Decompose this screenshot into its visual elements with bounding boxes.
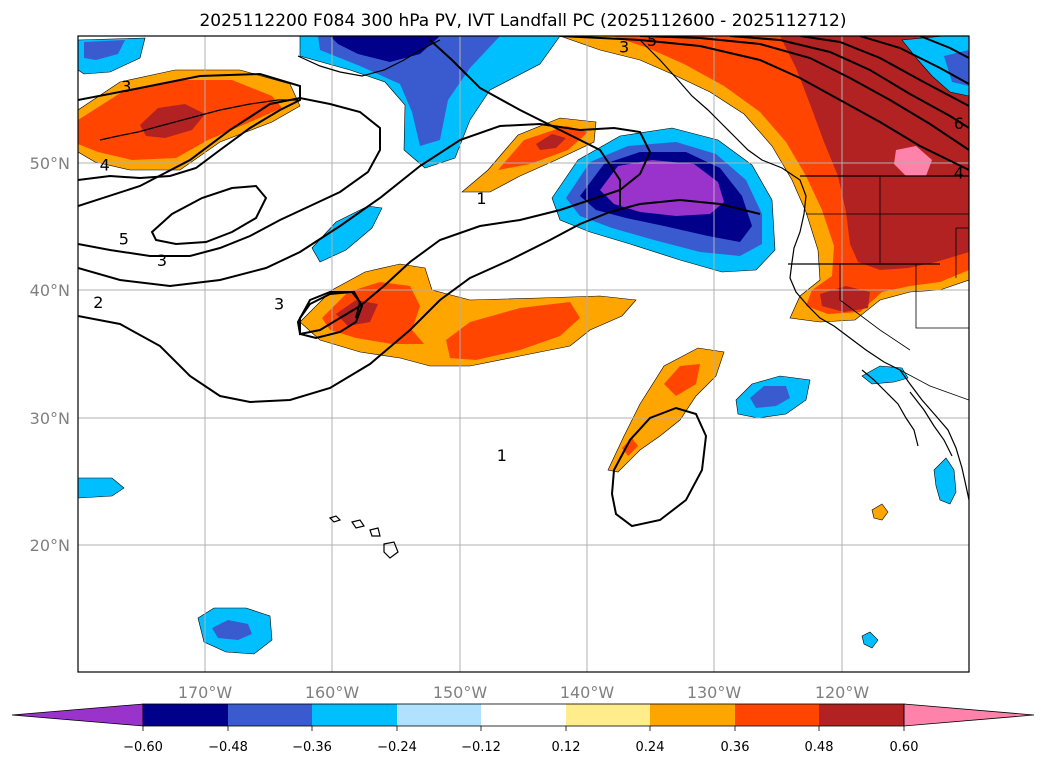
colorbar-tick-label: −0.12 <box>461 740 501 755</box>
lat-tick-label: 40°N <box>30 281 70 300</box>
contour-2 <box>78 198 761 404</box>
contour-3-north <box>78 72 301 181</box>
contour-top-right2 <box>639 36 969 151</box>
colorbar-bin <box>650 704 735 726</box>
shade-se-neg-mid <box>750 386 790 408</box>
contour-5 <box>150 184 268 246</box>
colorbar-bin <box>312 704 397 726</box>
lat-tick-label: 30°N <box>30 409 70 428</box>
shade-mexico-neg <box>933 457 957 505</box>
colorbar-tick-label: 0.36 <box>721 740 750 755</box>
colorbar-tick-label: 0.60 <box>890 740 919 755</box>
border-state4 <box>915 264 969 329</box>
colorbar-tick-label: 0.48 <box>805 740 834 755</box>
coast-pacific-nw <box>639 39 969 501</box>
contour-label: 3 <box>121 77 131 96</box>
contour-label: 6 <box>954 114 964 133</box>
shade-top-neg-dark <box>330 36 440 62</box>
colorbar-bin <box>143 704 228 726</box>
contour-label: 4 <box>954 163 964 182</box>
colorbar-tick-label: −0.60 <box>123 740 163 755</box>
hawaii-3 <box>369 527 381 537</box>
border-us-mex <box>899 369 969 401</box>
contour-top-right4 <box>799 36 969 107</box>
colorbar-bin <box>397 704 481 726</box>
contour-1-south <box>610 406 708 528</box>
coastlines <box>99 39 969 559</box>
contour-4 <box>78 96 381 257</box>
shade-ne-neg-mid <box>944 50 969 86</box>
filled-shading <box>78 36 969 655</box>
map-frame <box>77 35 970 673</box>
shade-east-pos-pink <box>894 146 932 176</box>
contour-label: 3 <box>157 251 167 270</box>
hawaii-2 <box>351 519 365 529</box>
colorbar-tick-label: 0.12 <box>552 740 581 755</box>
colorbar-extend-left <box>11 703 144 727</box>
shade-small-orange <box>871 503 889 521</box>
lat-tick-label: 50°N <box>30 154 70 173</box>
lon-tick-label: 160°W <box>305 683 360 702</box>
colorbar-bin <box>481 704 566 726</box>
contour-label: 1 <box>497 446 507 465</box>
colorbar-extend-right <box>903 703 1035 727</box>
shade-east-pos-dark2 <box>820 286 870 312</box>
shade-small-blue-s <box>861 631 879 649</box>
border-ca-nv <box>839 264 911 351</box>
shade-nw-pos-dark <box>140 104 205 138</box>
colorbar-tick-label: −0.24 <box>377 740 417 755</box>
lon-tick-label: 150°W <box>433 683 488 702</box>
coast-baja <box>861 369 919 447</box>
coast-alaska-south <box>297 39 441 77</box>
colorbar-bin <box>566 704 650 726</box>
contour-1-north <box>429 39 621 206</box>
colorbar-bin <box>228 704 312 726</box>
hawaii-4 <box>383 541 399 559</box>
contour-top-right6 <box>919 36 969 59</box>
graticule <box>78 36 969 672</box>
shade-band-mid <box>322 282 580 360</box>
contour-top-right3 <box>729 36 969 129</box>
contour-3-loop <box>296 291 364 340</box>
lon-tick-label: 120°W <box>815 683 870 702</box>
lat-tick-label: 20°N <box>30 536 70 555</box>
hawaii-1 <box>328 515 342 523</box>
contour-top-right1 <box>559 36 969 171</box>
contour-label: 4 <box>100 156 110 175</box>
colorbar-bin <box>735 704 819 726</box>
lon-tick-label: 130°W <box>687 683 742 702</box>
lat-tick-labels: 50°N 40°N 30°N 20°N <box>30 154 70 555</box>
contour-label: 2 <box>93 293 103 312</box>
contour-label: 5 <box>119 230 129 249</box>
shade-south-pos-mid2 <box>622 438 638 456</box>
shade-south-pos-mid <box>664 364 700 396</box>
colorbar: −0.60 −0.48 −0.36 −0.24 −0.12 0.12 0.24 … <box>11 703 1035 755</box>
pv-contours <box>78 36 969 528</box>
map-title: 2025112200 F084 300 hPa PV, IVT Landfall… <box>199 11 846 31</box>
contour-label: 3 <box>274 294 284 313</box>
contour-label: 5 <box>647 31 657 50</box>
colorbar-tick-label: −0.48 <box>208 740 248 755</box>
colorbar-bin <box>819 704 904 726</box>
contour-label: 1 <box>476 189 486 208</box>
lon-tick-label: 140°W <box>560 683 615 702</box>
shade-mid-neg <box>311 205 383 263</box>
contour-top-right5 <box>859 36 969 85</box>
shade-nw-neg-inner <box>84 40 125 60</box>
colorbar-tick-label: 0.24 <box>636 740 665 755</box>
contour-label: 3 <box>619 37 629 56</box>
shade-west-neg <box>78 477 125 499</box>
lon-tick-label: 170°W <box>178 683 233 702</box>
shade-mid-north-pos-dark <box>536 134 566 150</box>
coast-alaska-pen <box>99 99 298 141</box>
shade-sw-neg-mid <box>212 620 252 640</box>
lon-tick-labels: 170°W 160°W 150°W 140°W 130°W 120°W <box>178 683 870 702</box>
shade-east-pos-dark <box>780 36 969 270</box>
colorbar-tick-label: −0.36 <box>292 740 332 755</box>
border-state5 <box>955 227 969 278</box>
coast-gulf <box>909 391 953 457</box>
